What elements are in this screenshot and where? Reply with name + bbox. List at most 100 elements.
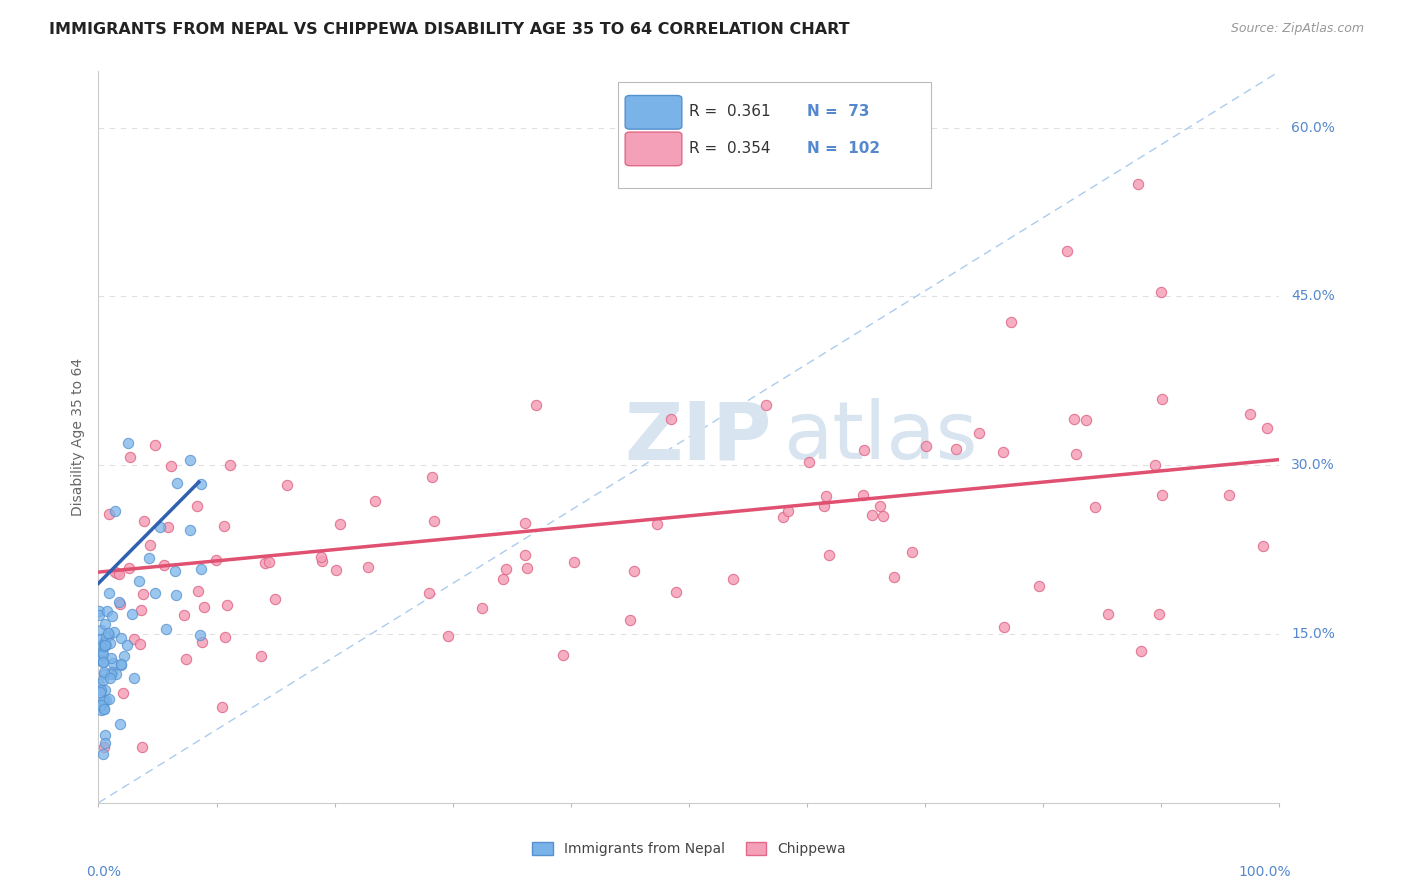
- Point: [93, 639, 115, 653]
- Point: [702, 120, 724, 135]
- Point: [93, 736, 115, 750]
- Text: ZIP: ZIP: [624, 398, 772, 476]
- Text: 30.0%: 30.0%: [1291, 458, 1336, 472]
- Point: [110, 597, 132, 611]
- Point: [1218, 488, 1240, 502]
- Point: [1074, 413, 1097, 427]
- Point: [110, 657, 132, 671]
- Point: [174, 652, 197, 666]
- Point: [524, 397, 547, 411]
- Point: [276, 478, 298, 492]
- Point: [173, 608, 195, 623]
- Point: [329, 516, 352, 531]
- Point: [100, 650, 122, 665]
- Point: [93, 635, 115, 649]
- Point: [1063, 412, 1085, 426]
- Point: [91, 655, 114, 669]
- Point: [1152, 488, 1174, 502]
- Point: [101, 608, 124, 623]
- Point: [186, 499, 208, 513]
- Point: [97, 626, 120, 640]
- Point: [219, 458, 242, 473]
- Point: [179, 523, 201, 537]
- Point: [96, 630, 118, 644]
- Point: [1000, 315, 1022, 329]
- Point: [128, 638, 150, 652]
- Point: [969, 425, 991, 440]
- Point: [91, 747, 114, 762]
- Point: [89, 677, 111, 691]
- Point: [915, 439, 938, 453]
- Point: [90, 632, 112, 646]
- Point: [104, 565, 127, 579]
- Point: [120, 450, 142, 465]
- Point: [163, 565, 186, 579]
- Point: [104, 667, 127, 681]
- Point: [103, 624, 125, 639]
- Point: [107, 567, 129, 582]
- Point: [128, 574, 150, 589]
- Point: [132, 587, 155, 601]
- Point: [190, 476, 212, 491]
- Point: [817, 548, 839, 562]
- FancyBboxPatch shape: [619, 82, 931, 188]
- Point: [179, 453, 201, 467]
- Text: R =  0.361: R = 0.361: [689, 104, 770, 120]
- FancyBboxPatch shape: [626, 95, 682, 129]
- Point: [93, 665, 115, 679]
- Point: [108, 595, 131, 609]
- Point: [100, 666, 122, 681]
- Point: [1239, 407, 1261, 421]
- Point: [1152, 392, 1174, 406]
- Point: [104, 503, 127, 517]
- Point: [309, 550, 332, 565]
- Point: [89, 653, 111, 667]
- Point: [94, 635, 117, 649]
- Point: [105, 566, 128, 580]
- Text: 100.0%: 100.0%: [1239, 864, 1291, 879]
- Point: [813, 500, 835, 514]
- Point: [112, 686, 135, 700]
- Point: [90, 646, 112, 660]
- Point: [100, 636, 122, 650]
- Point: [1028, 579, 1050, 593]
- Point: [755, 398, 778, 412]
- Point: [193, 599, 215, 614]
- Point: [357, 559, 380, 574]
- Point: [91, 673, 114, 687]
- Point: [883, 570, 905, 584]
- Point: [217, 598, 239, 612]
- Text: N =  73: N = 73: [807, 104, 869, 120]
- Point: [159, 458, 181, 473]
- Point: [89, 685, 111, 699]
- Legend: Immigrants from Nepal, Chippewa: Immigrants from Nepal, Chippewa: [526, 836, 852, 862]
- Point: [112, 649, 135, 664]
- Point: [495, 562, 517, 576]
- Point: [993, 620, 1015, 634]
- Point: [122, 671, 145, 685]
- Point: [471, 600, 494, 615]
- Point: [264, 591, 287, 606]
- Point: [253, 556, 276, 570]
- Point: [214, 630, 236, 644]
- Point: [516, 560, 538, 574]
- Point: [797, 455, 820, 469]
- Point: [852, 488, 875, 502]
- Text: 45.0%: 45.0%: [1291, 289, 1336, 303]
- Point: [138, 551, 160, 566]
- Point: [562, 555, 585, 569]
- Point: [723, 572, 745, 586]
- Point: [93, 702, 115, 716]
- Point: [1251, 539, 1274, 553]
- Point: [98, 507, 121, 521]
- Point: [1256, 421, 1278, 435]
- FancyBboxPatch shape: [626, 132, 682, 166]
- Point: [156, 520, 179, 534]
- Point: [1126, 177, 1149, 191]
- Point: [124, 632, 146, 646]
- Point: [187, 584, 209, 599]
- Point: [115, 638, 138, 652]
- Point: [423, 515, 446, 529]
- Point: [190, 561, 212, 575]
- Point: [363, 494, 385, 508]
